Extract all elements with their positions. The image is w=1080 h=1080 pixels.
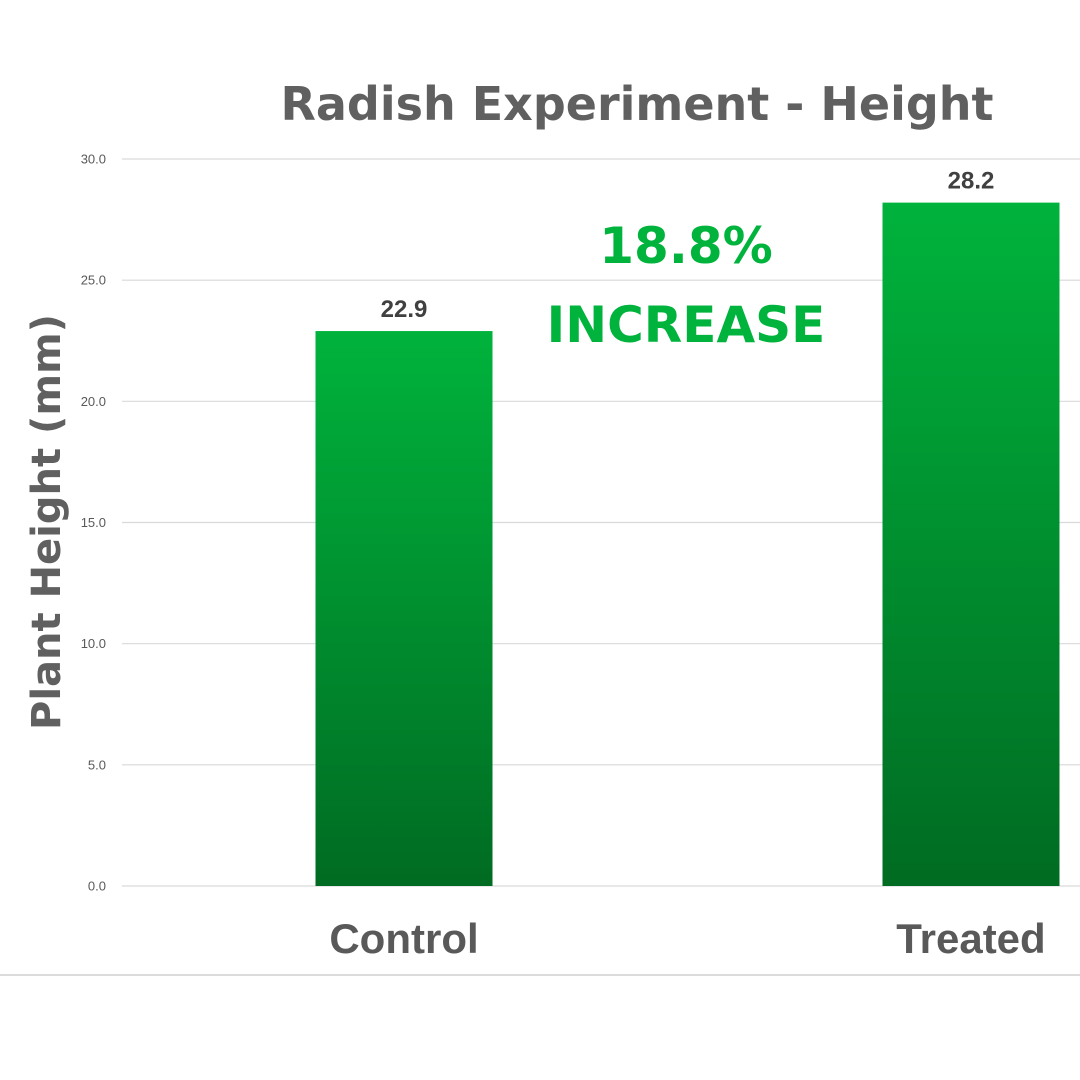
data-labels: 22.9 28.2 — [381, 168, 995, 323]
y-axis-label: Plant Height (mm) — [24, 314, 70, 730]
y-tick-label: 25.0 — [81, 273, 106, 288]
bar-control — [315, 331, 493, 887]
increase-label-annotation: INCREASE — [547, 296, 826, 354]
increase-percent-annotation: 18.8% — [599, 217, 772, 275]
gridlines — [122, 158, 1080, 887]
y-tick-label: 5.0 — [88, 757, 106, 772]
x-axis-categories: Control Treated — [329, 915, 1045, 962]
y-tick-label: 20.0 — [81, 394, 106, 409]
category-label-treated: Treated — [896, 915, 1045, 962]
data-label-treated: 28.2 — [948, 168, 995, 195]
category-label-control: Control — [329, 915, 478, 962]
y-axis-ticks: 0.0 5.0 10.0 15.0 20.0 25.0 30.0 — [81, 152, 106, 894]
y-tick-label: 15.0 — [81, 515, 106, 530]
y-tick-label: 30.0 — [81, 152, 106, 167]
bars — [315, 202, 1060, 887]
y-tick-label: 10.0 — [81, 636, 106, 651]
data-label-control: 22.9 — [381, 296, 428, 323]
bar-treated — [882, 202, 1060, 886]
y-tick-label: 0.0 — [88, 879, 106, 894]
chart-title: Radish Experiment - Height — [280, 77, 993, 131]
